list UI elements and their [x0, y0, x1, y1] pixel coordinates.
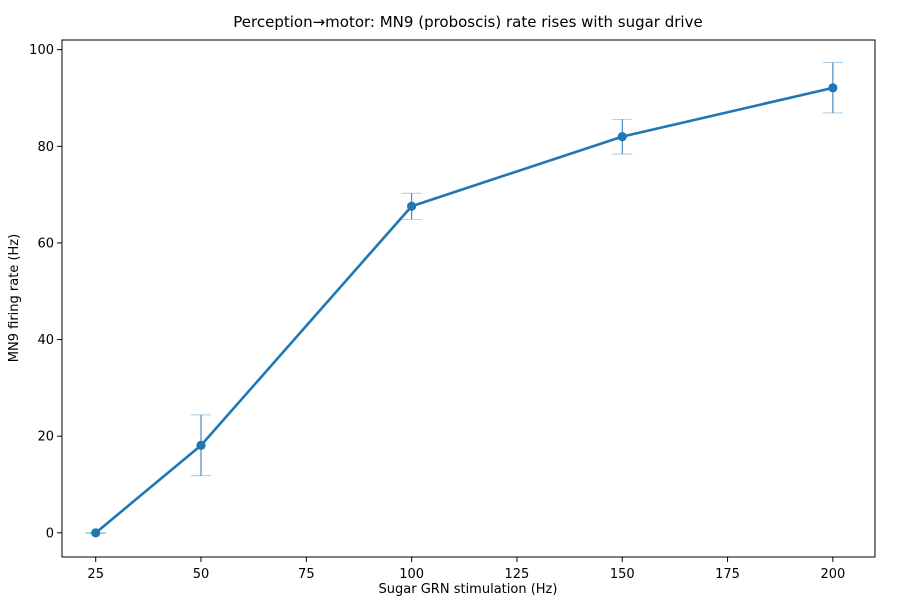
x-axis-label: Sugar GRN stimulation (Hz)	[379, 582, 558, 597]
y-tick-label-20: 20	[37, 430, 54, 445]
x-axis: 25 50 75 100 125 150 175 200	[87, 557, 845, 582]
y-tick-label-40: 40	[37, 333, 54, 348]
x-tick-label-75: 75	[298, 567, 315, 582]
data-point-25	[91, 528, 101, 538]
x-tick-label-150: 150	[610, 567, 635, 582]
data-point-100	[407, 201, 417, 211]
x-tick-label-200: 200	[820, 567, 845, 582]
data-point-200	[828, 83, 838, 93]
x-tick-label-50: 50	[193, 567, 210, 582]
y-tick-label-80: 80	[37, 140, 54, 155]
series-line	[94, 86, 834, 534]
y-axis: 0 20 40 60 80 100	[29, 43, 62, 541]
plot-frame	[61, 39, 876, 558]
data-point-50	[196, 440, 206, 450]
y-axis-label: MN9 firing rate (Hz)	[7, 234, 22, 362]
y-tick-label-100: 100	[29, 43, 54, 58]
x-tick-label-125: 125	[505, 567, 530, 582]
error-bars	[85, 62, 843, 534]
x-tick-label-25: 25	[87, 567, 104, 582]
y-tick-label-60: 60	[37, 236, 54, 251]
x-tick-label-175: 175	[715, 567, 740, 582]
data-points	[91, 83, 838, 538]
series-lines	[94, 86, 834, 534]
x-tick-label-100: 100	[399, 567, 424, 582]
data-point-150	[617, 132, 627, 142]
y-tick-label-0: 0	[46, 526, 54, 541]
chart-title: Perception→motor: MN9 (proboscis) rate r…	[233, 13, 702, 31]
